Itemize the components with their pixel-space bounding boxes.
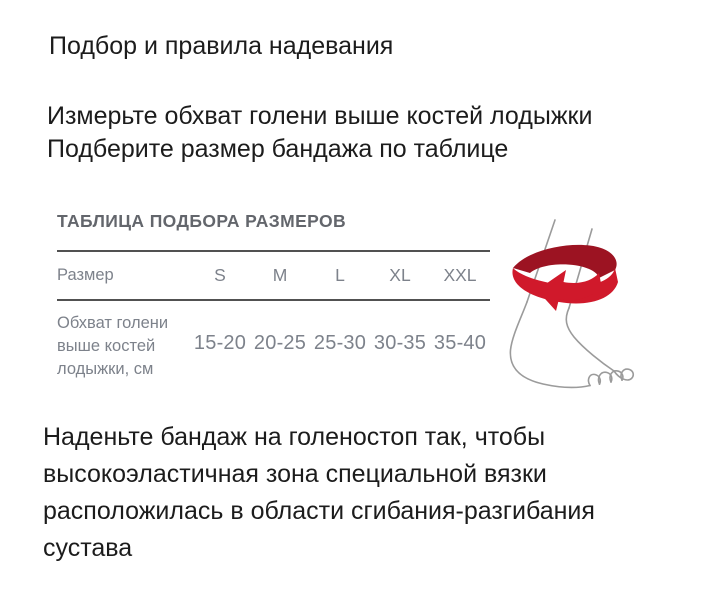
intro-line-measure: Измерьте обхват голени выше костей лодыж… [47, 102, 593, 130]
size-value-xxl: XXL [443, 265, 477, 285]
size-value-s: S [214, 265, 226, 285]
foot-top-outline [565, 307, 615, 372]
toe-4 [613, 368, 635, 381]
instruction-line-2: высокоэластичная зона специальной вязки [43, 460, 547, 488]
size-selection-table: ТАБЛИЦА ПОДБОРА РАЗМЕРОВ Размер S M L XL… [57, 211, 490, 391]
instruction-line-4: сустава [43, 534, 133, 562]
girth-value-l: 25-30 [313, 331, 367, 354]
instruction-line-3: расположилась в области сгибания-разгиба… [43, 497, 595, 525]
heel-sole-outline [509, 301, 591, 389]
size-value-l: L [335, 265, 345, 285]
measure-band-icon [512, 244, 618, 311]
ankle-measure-illustration [503, 216, 645, 400]
page-title: Подбор и правила надевания [49, 32, 394, 60]
intro-line-choose: Подберите размер бандажа по таблице [47, 135, 509, 163]
size-value-m: M [272, 265, 288, 285]
instruction-line-1: Наденьте бандаж на голеностоп так, чтобы [43, 423, 546, 451]
girth-value-xxl: 35-40 [433, 331, 487, 354]
size-row-label: Размер [57, 266, 114, 284]
table-row-sizes: Размер S M L XL XXL [57, 252, 490, 299]
girth-label-line3: лодыжки, см [57, 360, 154, 378]
foot-drawing [509, 219, 635, 389]
toe-2 [597, 371, 613, 385]
table-rule-top [57, 250, 490, 252]
girth-label-line1: Обхват голени [57, 314, 169, 332]
size-value-xl: XL [389, 265, 411, 285]
girth-value-xl: 30-35 [373, 331, 427, 354]
table-rule-middle [57, 299, 490, 301]
toe-1 [587, 373, 602, 387]
girth-value-m: 20-25 [253, 331, 307, 354]
instruction-paragraph: Наденьте бандаж на голеностоп так, чтобы… [43, 419, 595, 567]
size-table-title: ТАБЛИЦА ПОДБОРА РАЗМЕРОВ [57, 211, 347, 231]
girth-value-s: 15-20 [193, 331, 247, 354]
band-back-ribbon [513, 244, 617, 278]
girth-row-label: Обхват голени выше костей лодыжки, см [57, 301, 190, 381]
intro-paragraph: Измерьте обхват голени выше костей лодыж… [47, 100, 592, 166]
band-arrow [537, 270, 602, 311]
toe-3 [609, 370, 624, 383]
table-row-girth: Обхват голени выше костей лодыжки, см 15… [57, 301, 490, 385]
girth-label-line2: выше костей [57, 337, 156, 355]
